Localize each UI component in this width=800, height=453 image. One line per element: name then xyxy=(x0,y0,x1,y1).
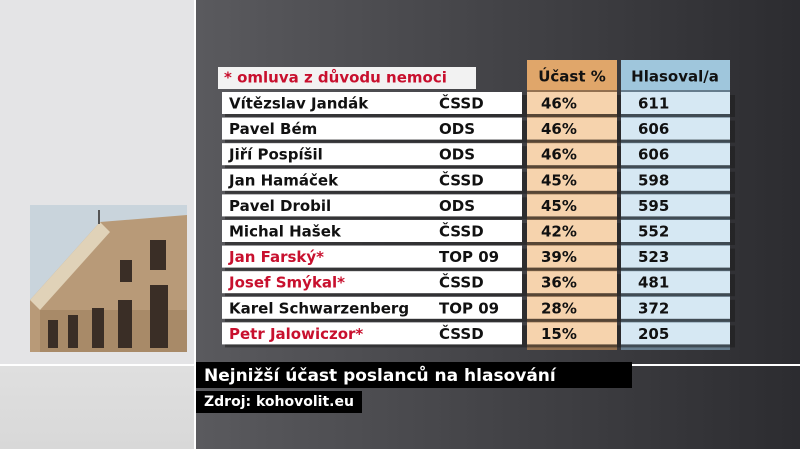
row-cell xyxy=(621,220,730,242)
row xyxy=(222,220,522,242)
table: * omluva z důvodu nemoci Účast % Hlasoval/… xyxy=(218,60,735,350)
name: Jiří Pospíšil xyxy=(228,146,323,164)
share: 46% xyxy=(541,120,577,138)
name: Pavel Bém xyxy=(229,120,317,138)
row xyxy=(222,296,522,319)
row-cell xyxy=(621,271,730,294)
building-photo xyxy=(30,205,187,352)
column-header: Účast % xyxy=(538,67,606,86)
party: ODS xyxy=(439,120,475,138)
share: 36% xyxy=(541,274,577,292)
row xyxy=(222,168,522,191)
row-cell xyxy=(621,92,730,114)
row xyxy=(222,92,522,114)
row xyxy=(222,245,522,268)
title-bar xyxy=(196,362,632,388)
name: Vítězslav Jandák xyxy=(229,95,369,113)
note: * omluva z důvodu nemoci xyxy=(224,69,447,87)
share: 46% xyxy=(541,146,577,164)
party: ODS xyxy=(439,197,475,215)
votes: 372 xyxy=(638,299,669,317)
party: ČSSD xyxy=(439,94,484,113)
header-cell xyxy=(621,60,730,90)
party: ODS xyxy=(439,146,475,164)
name: Karel Schwarzenberg xyxy=(229,299,409,317)
row-cell xyxy=(527,322,617,345)
name: Petr Jalowiczor* xyxy=(229,325,363,343)
row-cell xyxy=(527,143,617,166)
share: 28% xyxy=(541,299,577,317)
share: 42% xyxy=(541,223,577,241)
row-cell xyxy=(621,194,730,217)
row-cell xyxy=(621,322,730,345)
name: Josef Smýkal* xyxy=(228,274,345,292)
row xyxy=(222,117,522,140)
votes: 606 xyxy=(638,120,669,138)
header-cell xyxy=(527,60,617,90)
party: ČSSD xyxy=(439,222,484,241)
name: Jan Hamáček xyxy=(228,171,339,189)
row-cell xyxy=(621,143,730,166)
row-cell xyxy=(527,296,617,319)
column-header: Hlasoval/a xyxy=(631,68,719,86)
votes: 523 xyxy=(638,248,669,266)
share: 46% xyxy=(541,95,577,113)
party: ČSSD xyxy=(439,273,484,292)
row-cell xyxy=(527,271,617,294)
row-cell xyxy=(621,245,730,268)
note-box xyxy=(218,67,476,89)
share: 15% xyxy=(541,325,577,343)
caption-title: Nejnižší účast poslanců na hlasování xyxy=(204,364,557,386)
row-cell xyxy=(527,168,617,191)
row-cell xyxy=(527,194,617,217)
party: TOP 09 xyxy=(439,248,499,266)
caption-source: Zdroj: kohovolit.eu xyxy=(204,394,354,410)
row-cell xyxy=(621,117,730,140)
row-cell xyxy=(527,220,617,242)
party: ČSSD xyxy=(439,170,484,189)
row-cell xyxy=(527,245,617,268)
votes: 481 xyxy=(638,274,669,292)
party: TOP 09 xyxy=(439,299,499,317)
share: 45% xyxy=(541,171,577,189)
row-cell xyxy=(621,296,730,319)
votes: 552 xyxy=(638,223,669,241)
row xyxy=(222,322,522,345)
row-cell xyxy=(621,168,730,191)
party: ČSSD xyxy=(439,324,484,343)
row-cell xyxy=(527,92,617,114)
name: Michal Hašek xyxy=(229,223,342,241)
share: 39% xyxy=(541,248,577,266)
votes: 595 xyxy=(638,197,669,215)
votes: 611 xyxy=(638,95,669,113)
row xyxy=(222,271,522,294)
votes: 598 xyxy=(638,171,669,189)
row-cell xyxy=(527,117,617,140)
votes: 205 xyxy=(638,325,669,343)
name: Jan Farský* xyxy=(228,248,324,266)
name: Pavel Drobil xyxy=(229,197,331,215)
votes: 606 xyxy=(638,146,669,164)
share: 45% xyxy=(541,197,577,215)
source-bar xyxy=(196,391,362,413)
row xyxy=(222,194,522,217)
row xyxy=(222,143,522,166)
